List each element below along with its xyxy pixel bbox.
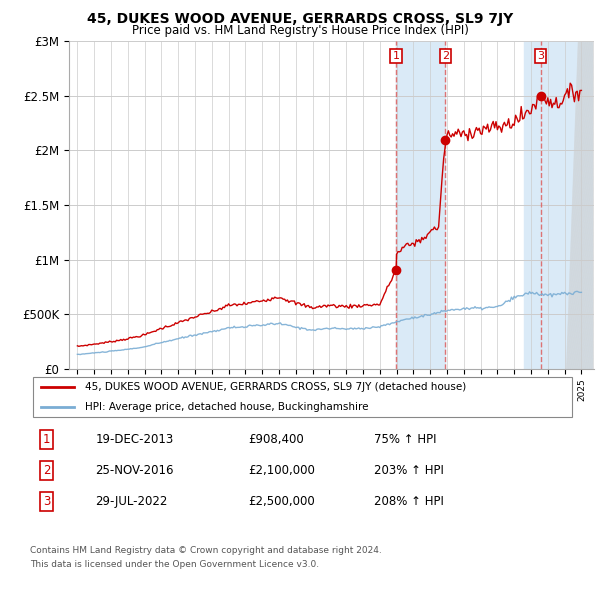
Bar xyxy=(524,41,592,369)
Text: 2: 2 xyxy=(442,51,449,61)
Text: 1: 1 xyxy=(392,51,400,61)
Bar xyxy=(581,41,594,369)
Text: This data is licensed under the Open Government Licence v3.0.: This data is licensed under the Open Gov… xyxy=(30,560,319,569)
Text: 208% ↑ HPI: 208% ↑ HPI xyxy=(374,495,444,508)
Text: £2,100,000: £2,100,000 xyxy=(248,464,315,477)
Text: £908,400: £908,400 xyxy=(248,433,304,446)
Text: 203% ↑ HPI: 203% ↑ HPI xyxy=(374,464,444,477)
Text: 45, DUKES WOOD AVENUE, GERRARDS CROSS, SL9 7JY (detached house): 45, DUKES WOOD AVENUE, GERRARDS CROSS, S… xyxy=(85,382,466,392)
Text: HPI: Average price, detached house, Buckinghamshire: HPI: Average price, detached house, Buck… xyxy=(85,402,368,411)
Text: 25-NOV-2016: 25-NOV-2016 xyxy=(95,464,174,477)
Text: Contains HM Land Registry data © Crown copyright and database right 2024.: Contains HM Land Registry data © Crown c… xyxy=(30,546,382,555)
FancyBboxPatch shape xyxy=(33,377,572,417)
Text: 29-JUL-2022: 29-JUL-2022 xyxy=(95,495,168,508)
Text: 75% ↑ HPI: 75% ↑ HPI xyxy=(374,433,436,446)
Text: 3: 3 xyxy=(43,495,50,508)
Text: 45, DUKES WOOD AVENUE, GERRARDS CROSS, SL9 7JY: 45, DUKES WOOD AVENUE, GERRARDS CROSS, S… xyxy=(87,12,513,26)
Text: 19-DEC-2013: 19-DEC-2013 xyxy=(95,433,174,446)
Text: 1: 1 xyxy=(43,433,50,446)
Bar xyxy=(396,41,445,369)
Text: £2,500,000: £2,500,000 xyxy=(248,495,315,508)
Text: 3: 3 xyxy=(537,51,544,61)
Text: 2: 2 xyxy=(43,464,50,477)
Text: Price paid vs. HM Land Registry's House Price Index (HPI): Price paid vs. HM Land Registry's House … xyxy=(131,24,469,37)
